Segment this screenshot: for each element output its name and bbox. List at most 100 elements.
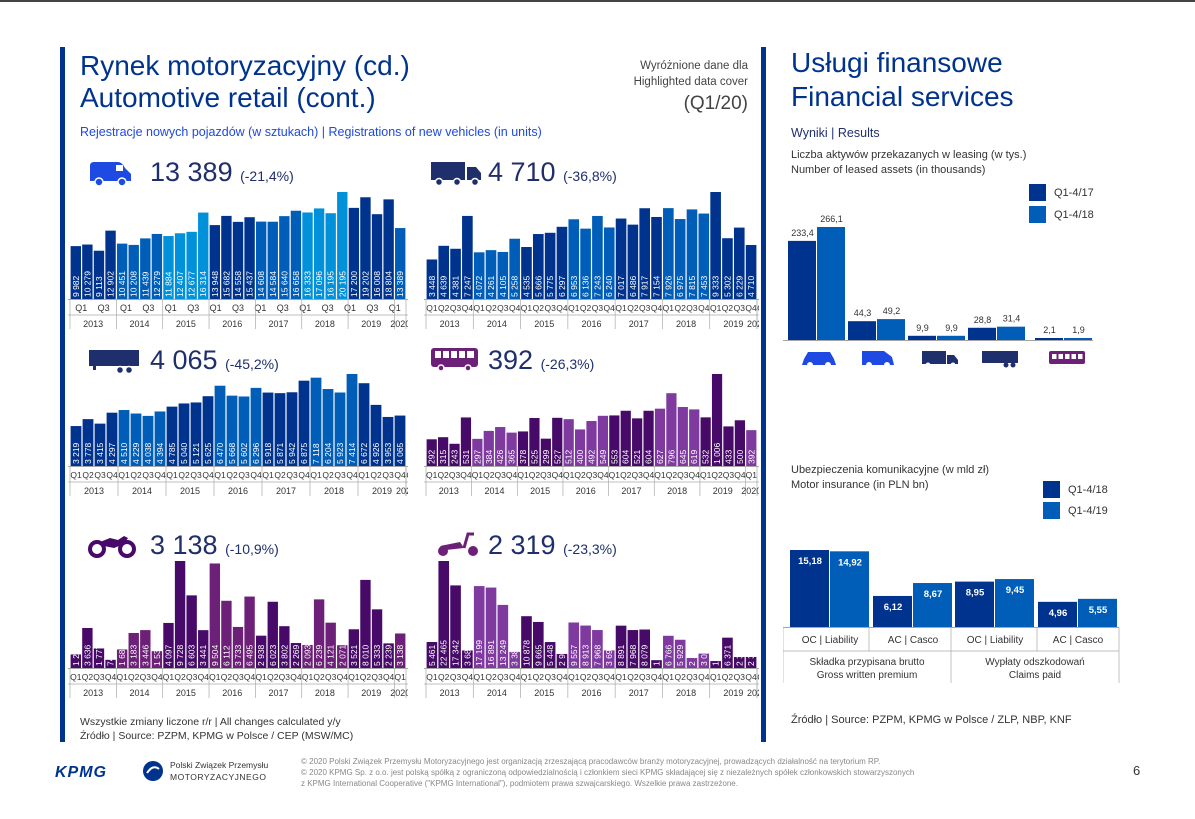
truck-bar [426, 259, 438, 299]
van-tick-label: Q3 [142, 303, 154, 313]
scooter-data-label: 9 665 [533, 644, 543, 666]
truck-icon [922, 351, 958, 368]
motorcycle-data-label: 4 121 [326, 644, 336, 666]
leasing-data-label: 233,4 [791, 228, 814, 238]
trailer-year-label: 2019 [372, 486, 392, 496]
scooter-data-label: 1 457 [711, 644, 721, 666]
motorcycle-tick-label: Q1 [348, 672, 360, 682]
trailer-bar [226, 395, 238, 466]
motorcycle-tick-label: Q1 [256, 672, 268, 682]
scooter-data-label: 7 968 [628, 644, 638, 666]
van-data-label: 18 804 [384, 271, 394, 297]
motorcycle-bar [325, 622, 336, 668]
scooter-data-label: 3 699 [604, 644, 614, 666]
truck-bar [556, 226, 568, 299]
truck-data-label: 4 261 [486, 275, 496, 297]
van-data-label: 16 314 [198, 271, 208, 297]
bus-tick-label: Q3 [495, 470, 507, 480]
trailer-year-label: 2018 [324, 486, 344, 496]
trailer-data-label: 7 414 [347, 442, 357, 464]
truck-year-label: 2019 [723, 319, 743, 329]
leasing-data-label: 2,1 [1043, 325, 1056, 335]
bus-data-label: 378 [518, 450, 528, 464]
motorcycle-data-label: 6 239 [314, 644, 324, 666]
truck-tick-label: Q3 [639, 303, 651, 313]
bus-bar [586, 421, 597, 466]
trailer-tick-label: Q3 [190, 470, 202, 480]
motorcycle-tick-label: Q1 [395, 672, 407, 682]
trailer-bar [322, 389, 334, 466]
bus-data-label: 1 006 [712, 442, 722, 464]
trailer-data-label: 6 296 [251, 442, 261, 464]
motorcycle-year-label: 2013 [83, 688, 103, 698]
car-icon [802, 352, 836, 368]
scooter-data-label: 3 687 [462, 644, 472, 666]
van-year-label: 2019 [361, 319, 381, 329]
insurance-data-label: 8,67 [924, 589, 943, 600]
trailer-data-label: 4 229 [131, 442, 141, 464]
scooter-data-label: 8 913 [581, 644, 591, 666]
bus-tick-label: Q4 [506, 470, 518, 480]
bus-tick-label: Q4 [734, 470, 746, 480]
trailer-tick-label: Q4 [154, 470, 166, 480]
truck-data-label: 7 154 [652, 275, 662, 297]
van-data-label: 10 279 [82, 271, 92, 297]
motorcycle-year-label: 2018 [315, 688, 335, 698]
scooter-bar [674, 639, 686, 668]
motorcycle-tick-label: Q2 [128, 672, 140, 682]
bus-tick-label: Q1 [700, 470, 712, 480]
insurance-bar [913, 583, 952, 627]
scooter-bar [462, 650, 473, 668]
scooter-tick-label: Q4 [651, 672, 663, 682]
van-data-label: 16 333 [303, 271, 313, 297]
scooter-data-label: 7 968 [592, 644, 602, 666]
trailer-bar [370, 404, 382, 466]
truck-bar [438, 245, 450, 299]
truck-tick-label: Q3 [686, 303, 698, 313]
trailer-bar [286, 392, 298, 466]
truck-tick-label: Q1 [757, 303, 759, 313]
van-data-label: 16 658 [291, 271, 301, 297]
bus-bar [620, 410, 631, 466]
van-tick-label: Q1 [165, 303, 177, 313]
trailer-year-label: 2015 [180, 486, 200, 496]
bus-tick-label: Q4 [643, 470, 655, 480]
scooter-year-label: 2013 [440, 688, 460, 698]
trailer-data-label: 6 470 [215, 442, 225, 464]
bus-registrations-chart: 292 315 243 531 297 384 426 365 378 525 299 527 512 4… [424, 374, 759, 496]
bus-bar [574, 429, 586, 466]
trailer-bar [358, 383, 370, 466]
page-number: 6 [1133, 763, 1141, 778]
scooter-bar [568, 622, 580, 668]
truck-bar [521, 247, 532, 299]
scooter-data-label: 5 929 [675, 644, 685, 666]
van-data-label: 14 558 [233, 271, 243, 297]
scooter-bar [698, 653, 710, 668]
insurance-group-label-pl: Składka przypisana brutto [809, 657, 925, 668]
trailer-registrations-chart: 3 219 3 778 3 415 4 297 4 510 4 229 4 038 4 394… [68, 374, 408, 496]
bus-bar [495, 427, 506, 466]
trailer-data-label: 5 602 [239, 442, 249, 464]
trailer-bar [310, 377, 322, 466]
insurance-data-label: 8,95 [966, 588, 985, 599]
legal-line-1: © 2020 Polski Związek Przemysłu Motoryza… [301, 757, 881, 766]
van-data-label: 10 451 [117, 271, 127, 297]
scooter-data-label: 6 371 [722, 644, 732, 666]
insurance-category-label: AC | Casco [1053, 635, 1104, 646]
bus-tick-label: Q3 [631, 470, 643, 480]
motorcycle-data-label: 3 636 [82, 644, 92, 666]
motorcycle-data-label: 6 495 [245, 644, 255, 666]
bus-bar [517, 431, 529, 466]
scooter-tick-label: Q1 [568, 672, 580, 682]
truck-data-label: 4 535 [521, 275, 531, 297]
motorcycle-tick-label: Q3 [93, 672, 105, 682]
truck-tick-label: Q2 [438, 303, 450, 313]
van-bar [360, 197, 371, 299]
van-data-label: 15 437 [245, 271, 255, 297]
motorcycle-data-label: 2 071 [337, 644, 347, 666]
scooter-bar [603, 650, 615, 668]
trailer-bar [346, 374, 358, 466]
trailer-data-label: 6 204 [323, 442, 333, 464]
motorcycle-year-label: 2014 [130, 688, 150, 698]
bus-data-label: 512 [564, 450, 574, 464]
